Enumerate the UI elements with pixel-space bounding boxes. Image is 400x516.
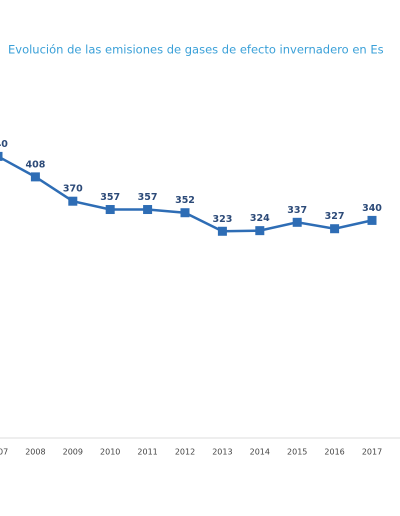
value-label: 323: [212, 214, 232, 225]
x-tick-label: 2015: [287, 448, 307, 457]
x-tick-label: 2016: [324, 448, 344, 457]
x-tick-label: 2007: [0, 448, 8, 457]
value-label: 352: [175, 195, 195, 206]
x-tick-label: 2013: [212, 448, 232, 457]
point: [30, 172, 40, 182]
value-label: 408: [25, 159, 45, 170]
point: [143, 205, 153, 215]
value-label: 340: [362, 203, 382, 214]
x-tick-label: 2011: [137, 448, 157, 457]
x-tick-label: 2009: [63, 448, 83, 457]
point: [292, 217, 302, 227]
x-tick-label: 2008: [25, 448, 45, 457]
line: [0, 156, 373, 233]
value-label: 370: [63, 184, 83, 195]
value-label: 440: [0, 139, 8, 150]
value-label: 324: [250, 213, 270, 224]
point: [180, 208, 190, 218]
x-tick-label: 2012: [175, 448, 195, 457]
point: [217, 226, 227, 236]
point: [0, 151, 3, 161]
x-tick-label: 2017: [362, 448, 382, 457]
value-label: 327: [325, 211, 345, 222]
x-tick-label: 2010: [100, 448, 120, 457]
value-label: 357: [100, 192, 120, 203]
value-label: 337: [287, 205, 307, 216]
point: [105, 205, 115, 215]
point: [367, 215, 377, 225]
point: [68, 196, 78, 206]
point: [255, 226, 265, 236]
x-tick-label: 2014: [250, 448, 270, 457]
value-label: 357: [138, 192, 158, 203]
point: [330, 224, 340, 234]
chart-title: Evolución de las emisiones de gases de e…: [8, 43, 384, 57]
